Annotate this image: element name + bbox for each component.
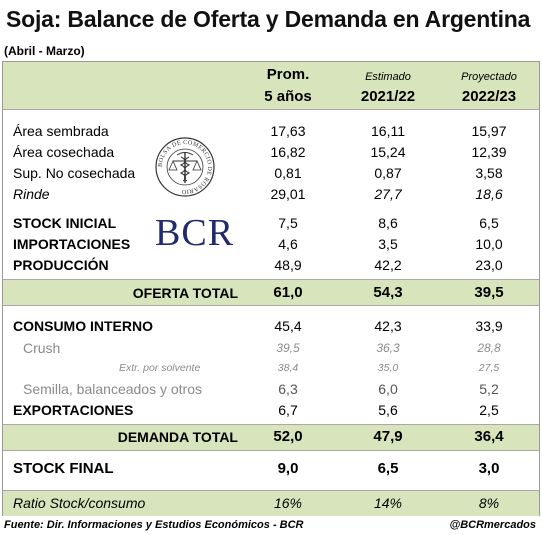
row-value-2022: 2,5 [479,402,499,418]
row-label: Área sembrada [13,123,109,139]
row-value-prom: 0,81 [274,165,302,181]
row-label: STOCK FINAL [13,460,114,477]
row-value-2021: 6,0 [378,381,398,397]
page-title: Soja: Balance de Oferta y Demanda en Arg… [6,6,531,32]
row-value-2022: 3,0 [478,460,500,477]
row-label: PRODUCCIÓN [13,257,109,273]
row-value-2022: 3,58 [475,165,503,181]
row-value-prom: 9,0 [277,460,299,477]
row-label: STOCK INICIAL [13,215,117,231]
row-value-2021: 47,9 [373,428,403,445]
divider [3,109,539,110]
divider [3,450,539,451]
row-value-2022: 39,5 [474,284,504,301]
row-value-2022: 12,39 [471,144,507,160]
header-col3-bottom: 2022/23 [461,88,517,105]
row-label: Crush [23,340,61,356]
row-value-2021: 27,7 [374,186,402,202]
bcr-logo: BCR [155,212,235,254]
row-value-2022: 28,8 [477,341,501,355]
row-label: Sup. No cosechada [13,165,136,181]
row-value-2022: 27,5 [478,362,500,374]
divider [3,279,539,280]
row-value-2021: 5,6 [378,402,398,418]
row-value-2022: 33,9 [475,318,503,334]
divider [3,424,539,425]
oferta-total-band [3,279,539,305]
row-value-prom: 61,0 [273,284,303,301]
row-label: Semilla, balanceados y otros [23,381,202,397]
row-value-2021: 36,3 [376,341,400,355]
source-note: Fuente: Dir. Informaciones y Estudios Ec… [4,519,304,531]
social-handle: @BCRmercados [449,519,536,531]
row-value-2022: 23,0 [475,257,503,273]
header-col2-bottom: 2021/22 [360,88,416,105]
row-value-2021: 6,5 [377,460,399,477]
row-value-2021: 3,5 [378,236,398,252]
row-label: DEMANDA TOTAL [117,429,238,445]
divider [3,490,539,491]
row-label: Ratio Stock/consumo [13,495,146,511]
row-value-prom: 39,5 [276,341,300,355]
row-value-2021: 35,0 [377,362,399,374]
row-value-prom: 7,5 [278,215,298,231]
row-value-2021: 16,11 [371,123,405,139]
row-value-prom: 17,63 [270,123,306,139]
caduceus-scale-seal-icon: BOLSA DE COMERCIO DE ROSARIO [155,137,215,197]
row-label: Área cosechada [13,144,115,160]
header-band [3,62,539,109]
row-value-2021: 14% [373,495,403,511]
row-value-prom: 4,6 [278,236,298,252]
row-value-prom: 48,9 [274,257,302,273]
demanda-total-band [3,424,539,450]
row-value-2022: 10,0 [475,236,503,252]
row-value-2022: 8% [478,495,500,511]
row-value-2022: 6,5 [479,215,499,231]
row-value-2021: 15,24 [370,144,406,160]
row-value-2022: 5,2 [479,381,499,397]
row-label: OFERTA TOTAL [132,285,238,301]
row-value-2021: 8,6 [378,215,398,231]
header-col1-top: Prom. [266,66,310,83]
row-value-2021: 42,3 [374,318,402,334]
row-value-prom: 6,7 [278,402,298,418]
row-value-prom: 45,4 [274,318,302,334]
header-col2-top: Estimado [365,71,411,83]
row-value-2022: 15,97 [471,123,507,139]
row-value-prom: 16,82 [270,144,306,160]
page-subtitle: (Abril - Marzo) [4,44,85,58]
row-value-2021: 54,3 [373,284,403,301]
row-value-2021: 0,87 [374,165,402,181]
divider [3,305,539,306]
row-value-2021: 42,2 [374,257,402,273]
row-value-2022: 18,6 [475,186,503,202]
row-label: Rinde [13,186,50,202]
row-label: CONSUMO INTERNO [13,318,153,334]
row-value-prom: 38,4 [277,362,299,374]
row-value-prom: 16% [273,495,303,511]
row-value-prom: 52,0 [273,428,303,445]
row-value-prom: 6,3 [278,381,298,397]
header-col1-bottom: 5 años [264,88,312,105]
row-label: EXPORTACIONES [13,402,134,418]
row-label: Extr. por solvente [119,362,201,374]
balance-table: Prom. 5 años Estimado 2021/22 Proyectado… [2,61,540,516]
header-col3-top: Proyectado [461,71,517,83]
ratio-band [3,490,539,516]
row-value-prom: 29,01 [270,186,306,202]
row-label: IMPORTACIONES [13,236,131,252]
row-value-2022: 36,4 [474,428,504,445]
